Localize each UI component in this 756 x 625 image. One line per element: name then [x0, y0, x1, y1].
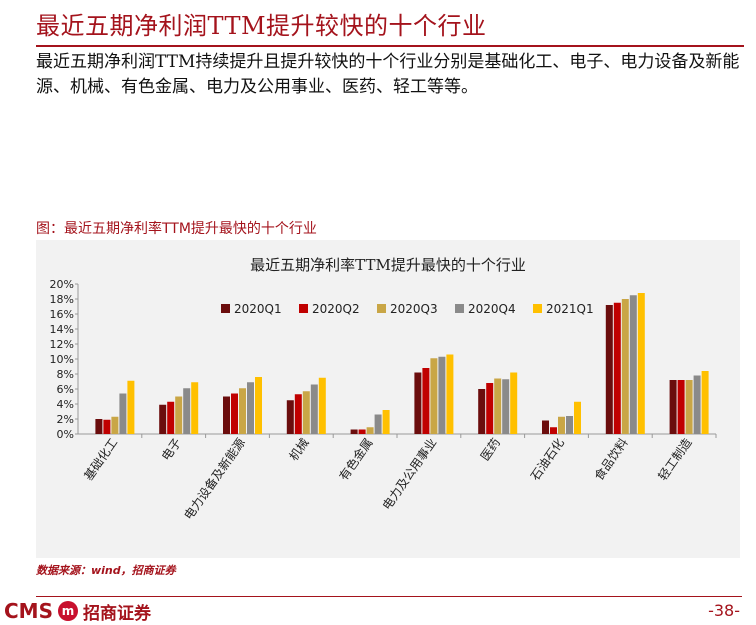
x-category-label: 有色金属 [336, 435, 376, 483]
figure-caption: 图：最近五期净利率TTM提升最快的十个行业 [36, 221, 317, 237]
legend-swatch [533, 304, 542, 313]
logo-emblem-icon: m [57, 601, 78, 621]
logo-cms-text: CMS [4, 599, 53, 623]
bar [358, 429, 366, 434]
bar [111, 416, 119, 434]
bar [566, 416, 573, 434]
bar [95, 419, 103, 434]
y-tick-label: 18% [50, 293, 74, 306]
x-category-label: 电子 [159, 436, 184, 464]
bar [629, 295, 637, 434]
bar [637, 293, 645, 434]
bar [605, 305, 613, 434]
footer-divider [36, 596, 742, 597]
bar [247, 382, 254, 434]
bar [430, 358, 438, 434]
bar [478, 389, 486, 434]
chart-title: 最近五期净利率TTM提升最快的十个行业 [250, 256, 526, 274]
bar [294, 394, 302, 434]
bar [286, 400, 294, 434]
x-category-label: 轻工制造 [656, 436, 695, 483]
legend-swatch [299, 304, 308, 313]
bar [446, 354, 454, 434]
bar [550, 427, 557, 434]
source-note: 数据来源：wind，招商证券 [36, 564, 176, 577]
bar [239, 388, 246, 434]
bar [669, 380, 677, 434]
bar [685, 380, 693, 434]
x-category-label: 机械 [286, 435, 312, 463]
legend-label: 2020Q3 [390, 302, 438, 316]
bar-chart: 最近五期净利率TTM提升最快的十个行业 0% 2% 4% 6% 8% 10% 12% 14% 16… [50, 256, 717, 522]
bar [558, 416, 565, 434]
bar [414, 372, 422, 434]
y-tick-label: 4% [57, 398, 74, 411]
bar [103, 419, 111, 434]
x-category-label: 电力及公用事业 [380, 436, 440, 513]
bar [350, 429, 358, 434]
legend-label: 2020Q1 [234, 302, 282, 316]
page-number: -38- [708, 601, 740, 620]
legend-swatch [455, 304, 464, 313]
y-tick-label: 12% [50, 338, 74, 351]
x-category-label: 医药 [478, 436, 503, 464]
bar [382, 410, 390, 434]
bar [486, 383, 494, 434]
legend-label: 2020Q4 [468, 302, 516, 316]
chart-panel: 最近五期净利率TTM提升最快的十个行业 0% 2% 4% 6% 8% 10% 12% 14% 16… [36, 240, 740, 558]
bar [119, 393, 127, 434]
y-tick-label: 20% [50, 278, 74, 291]
bar [542, 420, 549, 434]
bar [191, 382, 199, 434]
y-tick-label: 16% [50, 308, 74, 321]
bar [438, 356, 446, 434]
bar [167, 401, 175, 434]
y-tick-label: 2% [57, 413, 74, 426]
y-tick-label: 14% [50, 323, 74, 336]
bar [318, 377, 326, 434]
logo-company-name: 招商证券 [82, 603, 151, 624]
bar [693, 375, 701, 434]
legend-label: 2020Q2 [312, 302, 360, 316]
bar [231, 393, 238, 434]
y-tick-label: 0% [57, 428, 74, 441]
bar [255, 377, 262, 434]
bar [701, 371, 709, 434]
bar [366, 427, 374, 434]
bar [302, 391, 310, 434]
y-tick-label: 8% [57, 368, 74, 381]
legend-label: 2021Q1 [546, 302, 594, 316]
bar [613, 302, 621, 434]
bar [183, 388, 191, 434]
bar [175, 396, 183, 434]
bar [159, 404, 167, 434]
title-divider [36, 45, 744, 47]
bar [223, 396, 230, 434]
bar [127, 380, 135, 434]
y-tick-label: 6% [57, 383, 74, 396]
y-tick-label: 10% [50, 353, 74, 366]
bar [494, 378, 502, 434]
legend-swatch [377, 304, 386, 313]
bar [621, 299, 629, 434]
bar [677, 380, 685, 434]
x-category-label: 石油石化 [528, 436, 567, 483]
bar [310, 384, 318, 434]
company-logo: CMS m 招商证券 [4, 598, 151, 624]
bar [422, 368, 430, 434]
slide-title: 最近五期净利润TTM提升较快的十个行业 [36, 12, 487, 40]
bar [502, 379, 510, 434]
bar [510, 372, 518, 434]
legend-swatch [221, 304, 230, 313]
x-category-label: 基础化工 [81, 436, 120, 483]
x-category-label: 食品饮料 [591, 435, 631, 483]
bar [574, 401, 581, 434]
x-category-label: 电力设备及新能源 [181, 435, 248, 522]
summary-text: 最近五期净利润TTM持续提升且提升较快的十个行业分别是基础化工、电子、电力设备及… [36, 52, 740, 97]
bar [374, 414, 382, 434]
